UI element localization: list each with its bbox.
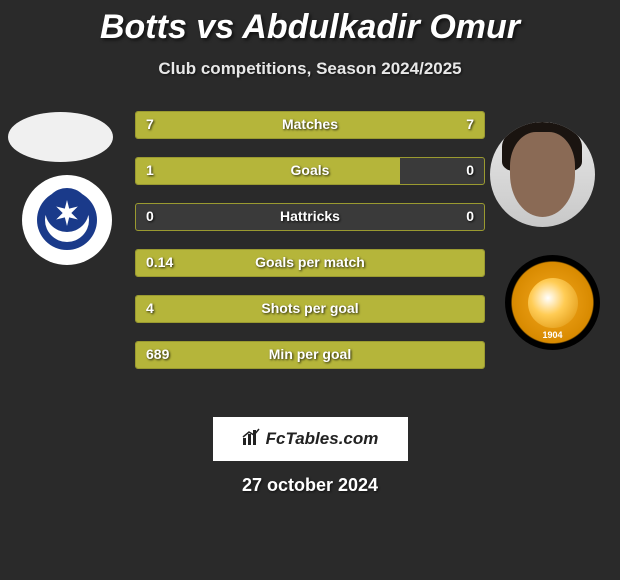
stat-row: 0.14Goals per match	[135, 249, 485, 277]
stat-label: Shots per goal	[136, 300, 484, 316]
stat-row: 689Min per goal	[135, 341, 485, 369]
stat-row: 0Hattricks0	[135, 203, 485, 231]
page-title: Botts vs Abdulkadir Omur	[0, 0, 620, 47]
stat-row: 4Shots per goal	[135, 295, 485, 323]
stat-value-right: 0	[466, 162, 474, 178]
date-label: 27 october 2024	[0, 475, 620, 496]
chart-icon	[242, 428, 260, 451]
stat-label: Min per goal	[136, 346, 484, 362]
stats-area: 7Matches71Goals00Hattricks00.14Goals per…	[0, 111, 620, 411]
stat-label: Matches	[136, 116, 484, 132]
subtitle: Club competitions, Season 2024/2025	[0, 59, 620, 79]
stat-row: 7Matches7	[135, 111, 485, 139]
stat-label: Goals	[136, 162, 484, 178]
stat-label: Hattricks	[136, 208, 484, 224]
stat-value-right: 0	[466, 208, 474, 224]
stat-label: Goals per match	[136, 254, 484, 270]
stat-value-right: 7	[466, 116, 474, 132]
fctables-label: FcTables.com	[266, 429, 379, 449]
stat-row: 1Goals0	[135, 157, 485, 185]
fctables-watermark: FcTables.com	[213, 417, 408, 461]
